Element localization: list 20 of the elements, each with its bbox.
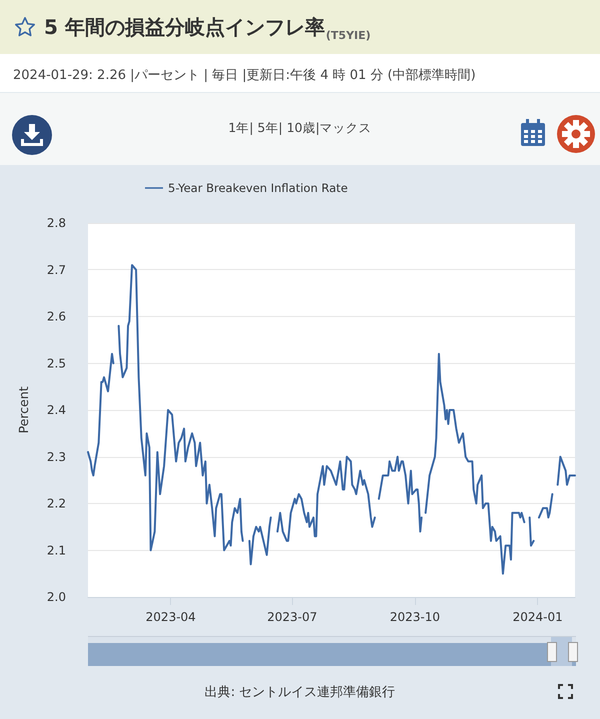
- y-tick-label: 2.0: [46, 590, 66, 604]
- x-tick-label: 2024-01: [512, 610, 563, 624]
- text: (T5YIE): [326, 28, 371, 42]
- y-tick-label: 2.1: [46, 543, 66, 558]
- x-tick-label: 2023-07: [267, 610, 318, 624]
- chart-subtitle: 2024-01-29: 2.26 |パーセント | 毎日 |更新日:午後 4 時 01 分 (中部標準時間): [13, 67, 476, 84]
- x-tick-label: 2023-04: [146, 610, 196, 624]
- y-tick-label: 2.6: [46, 310, 66, 324]
- y-axis-title: Percent: [16, 386, 31, 434]
- y-tick-label: 2.8: [46, 216, 66, 230]
- y-tick-label: 2.3: [46, 450, 66, 464]
- legend-label: 5-Year Breakeven Inflation Rate: [168, 181, 348, 195]
- y-tick-label: 2.4: [46, 403, 66, 417]
- y-tick-label: 2.7: [46, 262, 66, 277]
- x-tick-label: 2023-10: [390, 610, 440, 624]
- text: 1年| 5年| 10歳|マックス: [227, 120, 373, 137]
- source-note: 出典: セントルイス連邦準備銀行: [204, 684, 396, 701]
- y-tick-label: 2.5: [46, 356, 66, 370]
- y-tick-label: 2.2: [46, 496, 66, 510]
- chart-title: 5 年間の損益分岐点インフレ率: [44, 14, 325, 38]
